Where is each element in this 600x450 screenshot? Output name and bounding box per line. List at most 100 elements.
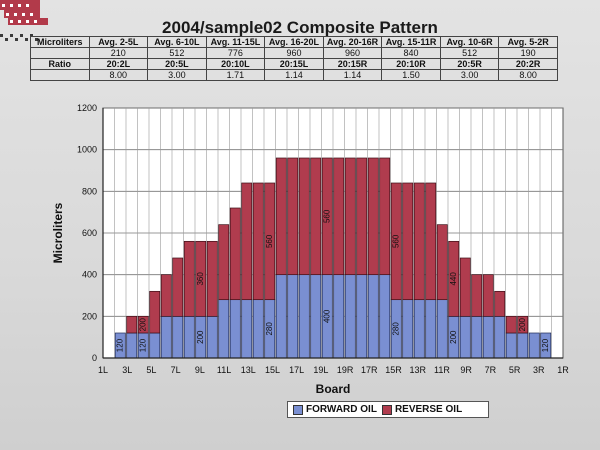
bar-value-label: 200 xyxy=(449,330,458,344)
bar-forward-oil xyxy=(367,274,379,359)
bar-forward-oil xyxy=(425,299,437,359)
bar-reverse-oil xyxy=(402,182,414,301)
x-tick-label: 1L xyxy=(98,365,108,375)
y-tick-label: 800 xyxy=(82,186,97,196)
bar-forward-oil xyxy=(183,315,195,359)
y-tick-label: 200 xyxy=(82,311,97,321)
bar-forward-oil xyxy=(344,274,356,359)
x-tick-label: 7R xyxy=(485,365,497,375)
bar-reverse-oil xyxy=(160,274,172,317)
bar-forward-oil xyxy=(218,299,230,359)
bar-value-label: 400 xyxy=(322,309,331,323)
bar-reverse-oil xyxy=(126,315,138,334)
microliters-row: 210 512 776 960 960 840 512 190 xyxy=(30,47,558,59)
ratio-value-cell: 3.00 xyxy=(147,69,207,81)
chart-title: 2004/sample02 Composite Pattern xyxy=(162,18,438,37)
bar-reverse-oil xyxy=(172,257,184,317)
bar-value-label: 120 xyxy=(541,338,550,352)
bar-value-label: 200 xyxy=(138,317,147,331)
bar-reverse-oil xyxy=(252,182,264,301)
bar-reverse-oil xyxy=(275,157,287,276)
bar-forward-oil xyxy=(252,299,264,359)
bar-reverse-oil xyxy=(137,315,149,334)
bar-reverse-oil xyxy=(218,224,230,301)
bar-value-label: 280 xyxy=(265,322,274,336)
bar-forward-oil xyxy=(379,274,391,359)
bar-value-label: 200 xyxy=(518,317,527,331)
x-tick-label: 13L xyxy=(241,365,256,375)
ratio-value-row: 8.00 3.00 1.71 1.14 1.14 1.50 3.00 8.00 xyxy=(30,69,558,81)
bar-reverse-oil xyxy=(206,240,218,317)
empty-cell xyxy=(30,69,90,81)
x-tick-label: 9R xyxy=(460,365,472,375)
bar-forward-oil xyxy=(241,299,253,359)
y-tick-label: 1200 xyxy=(77,103,97,113)
x-tick-label: 7L xyxy=(171,365,181,375)
bar-reverse-oil xyxy=(413,182,425,301)
bar-forward-oil xyxy=(333,274,345,359)
bar-reverse-oil xyxy=(505,315,517,334)
bar-reverse-oil xyxy=(321,157,333,276)
bar-reverse-oil xyxy=(264,182,276,301)
x-tick-label: 17L xyxy=(289,365,304,375)
bar-forward-oil xyxy=(298,274,310,359)
chart-legend: FORWARD OIL REVERSE OIL xyxy=(287,401,489,418)
bar-forward-oil xyxy=(172,315,184,359)
bar-forward-oil xyxy=(459,315,471,359)
legend-swatch-reverse xyxy=(381,404,392,415)
bar-forward-oil xyxy=(206,315,218,359)
bar-reverse-oil xyxy=(229,207,241,301)
bar-value-label: 560 xyxy=(265,234,274,248)
bar-forward-oil xyxy=(517,332,529,359)
bar-reverse-oil xyxy=(482,274,494,317)
bar-reverse-oil xyxy=(356,157,368,276)
bar-forward-oil xyxy=(505,332,517,359)
ratio-value-cell: 8.00 xyxy=(88,69,149,81)
bar-reverse-oil xyxy=(390,182,402,301)
bar-forward-oil xyxy=(494,315,506,359)
x-tick-label: 9L xyxy=(195,365,205,375)
bar-forward-oil xyxy=(356,274,368,359)
bar-reverse-oil xyxy=(379,157,391,276)
bar-reverse-oil xyxy=(333,157,345,276)
bar-forward-oil xyxy=(310,274,322,359)
bar-forward-oil xyxy=(436,299,448,359)
ratio-row: Ratio 20:2L 20:5L 20:10L 20:15L 20:15R 2… xyxy=(30,58,558,70)
bar-forward-oil xyxy=(149,332,161,359)
legend-label-reverse: REVERSE OIL xyxy=(394,404,463,415)
bar-value-label: 280 xyxy=(391,322,400,336)
x-tick-label: 5R xyxy=(509,365,521,375)
y-axis-label: Microliters xyxy=(51,202,65,263)
bar-forward-oil xyxy=(402,299,414,359)
x-tick-label: 11R xyxy=(434,365,450,375)
x-tick-label: 17R xyxy=(361,365,378,375)
bar-reverse-oil xyxy=(241,182,253,301)
bar-reverse-oil xyxy=(448,240,460,317)
corner-logo xyxy=(0,0,48,41)
bar-reverse-oil xyxy=(494,290,506,317)
bar-forward-oil xyxy=(160,315,172,359)
bar-value-label: 200 xyxy=(196,330,205,344)
bar-value-label: 560 xyxy=(391,234,400,248)
legend-swatch-forward xyxy=(293,404,303,415)
x-tick-label: 15R xyxy=(385,365,402,375)
summary-table: Microliters Avg. 2-5L Avg. 6-10L Avg. 11… xyxy=(30,36,558,81)
x-tick-label: 1R xyxy=(557,365,569,375)
bar-reverse-oil xyxy=(149,290,161,334)
bar-reverse-oil xyxy=(287,157,299,276)
y-tick-label: 1000 xyxy=(77,145,97,155)
bar-reverse-oil xyxy=(310,157,322,276)
x-tick-label: 3L xyxy=(122,365,132,375)
bar-reverse-oil xyxy=(195,240,207,317)
bar-reverse-oil xyxy=(459,257,471,317)
bar-value-label: 360 xyxy=(196,272,205,286)
y-tick-label: 400 xyxy=(82,270,97,280)
y-tick-label: 600 xyxy=(82,228,97,238)
bar-value-label: 440 xyxy=(449,272,458,286)
x-tick-label: 13R xyxy=(409,365,426,375)
bar-forward-oil xyxy=(229,299,241,359)
y-tick-label: 0 xyxy=(92,353,97,363)
bar-value-label: 120 xyxy=(138,338,147,352)
